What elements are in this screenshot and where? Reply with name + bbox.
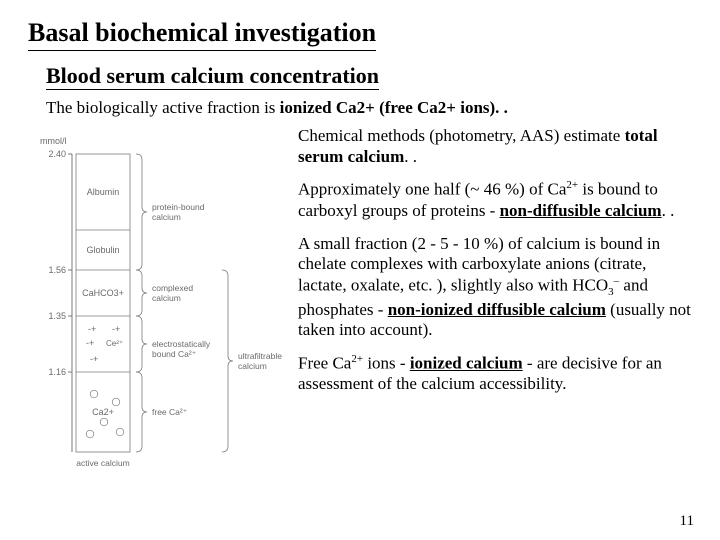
svg-text:calcium: calcium bbox=[152, 212, 181, 222]
p2d: . . bbox=[662, 201, 675, 220]
p3a: A small fraction (2 - 5 - 10 %) of calci… bbox=[298, 234, 660, 295]
svg-text:Globulin: Globulin bbox=[86, 245, 119, 255]
p3sub: 3 bbox=[608, 286, 614, 298]
svg-text:1.56: 1.56 bbox=[48, 265, 66, 275]
p1a: Chemical methods (photometry, AAS) estim… bbox=[298, 126, 625, 145]
lead-ion: ionized Ca2+ (free Ca2+ ions). . bbox=[280, 98, 508, 117]
svg-text:protein-bound: protein-bound bbox=[152, 202, 205, 212]
svg-text:calcium: calcium bbox=[152, 293, 181, 303]
svg-text:calcium: calcium bbox=[238, 361, 267, 371]
svg-text:Albumin: Albumin bbox=[87, 187, 120, 197]
para-1: Chemical methods (photometry, AAS) estim… bbox=[298, 126, 692, 167]
fraction-diagram-svg: mmol/l 2.40 1.56 1.35 1.16 Albumin Globulin CaH… bbox=[34, 130, 286, 470]
p4b: ions - bbox=[363, 354, 410, 373]
p4c: ionized calcium bbox=[410, 354, 523, 373]
subtitle: Blood serum calcium concentration bbox=[46, 63, 379, 90]
para-2: Approximately one half (~ 46 %) of Ca2+ … bbox=[298, 179, 692, 221]
svg-text:1.16: 1.16 bbox=[48, 367, 66, 377]
svg-text:active calcium: active calcium bbox=[76, 458, 129, 468]
p2sup: 2+ bbox=[566, 179, 578, 191]
svg-text:-+: -+ bbox=[90, 354, 98, 364]
svg-text:mmol/l: mmol/l bbox=[40, 136, 67, 146]
para-3: A small fraction (2 - 5 - 10 %) of calci… bbox=[298, 234, 692, 341]
text-column: Chemical methods (photometry, AAS) estim… bbox=[286, 126, 692, 475]
p2c: non-diffusible calcium bbox=[500, 201, 662, 220]
lead-text: The biologically active fraction is bbox=[46, 98, 280, 117]
svg-text:-+: -+ bbox=[112, 324, 120, 334]
lead-ion-prefix: ionized Ca bbox=[280, 98, 357, 117]
p2a: Approximately one half (~ 46 %) of Ca bbox=[298, 180, 566, 199]
p4sup: 2+ bbox=[351, 353, 363, 365]
page-number: 11 bbox=[680, 513, 694, 530]
lead-sentence: The biologically active fraction is ioni… bbox=[46, 98, 692, 118]
svg-text:Ca2+: Ca2+ bbox=[92, 407, 114, 417]
lead-sup1: 2+ bbox=[357, 98, 375, 117]
lead-free: (free Ca bbox=[375, 98, 438, 117]
svg-text:-+: -+ bbox=[88, 324, 96, 334]
svg-text:free Ca²⁺: free Ca²⁺ bbox=[152, 407, 188, 417]
svg-text:electrostatically: electrostatically bbox=[152, 339, 211, 349]
p3c: non-ionized diffusible calcium bbox=[388, 300, 606, 319]
svg-text:-+: -+ bbox=[86, 338, 94, 348]
svg-text:complexed: complexed bbox=[152, 283, 193, 293]
svg-text:ultrafiltrable: ultrafiltrable bbox=[238, 351, 282, 361]
svg-text:CaHCO3+: CaHCO3+ bbox=[82, 288, 124, 298]
svg-text:bound Ca²⁺: bound Ca²⁺ bbox=[152, 349, 197, 359]
calcium-fraction-figure: mmol/l 2.40 1.56 1.35 1.16 Albumin Globulin CaH… bbox=[34, 126, 286, 475]
page-title: Basal biochemical investigation bbox=[28, 18, 376, 51]
lead-sup2: 2+ bbox=[438, 98, 456, 117]
para-4: Free Ca2+ ions - ionized calcium - are d… bbox=[298, 353, 692, 395]
svg-text:2.40: 2.40 bbox=[48, 149, 66, 159]
svg-text:1.35: 1.35 bbox=[48, 311, 66, 321]
svg-text:Ce²⁺: Ce²⁺ bbox=[106, 339, 123, 348]
lead-tail: ions). . bbox=[456, 98, 508, 117]
p4a: Free Ca bbox=[298, 354, 351, 373]
p1c: . . bbox=[404, 147, 417, 166]
